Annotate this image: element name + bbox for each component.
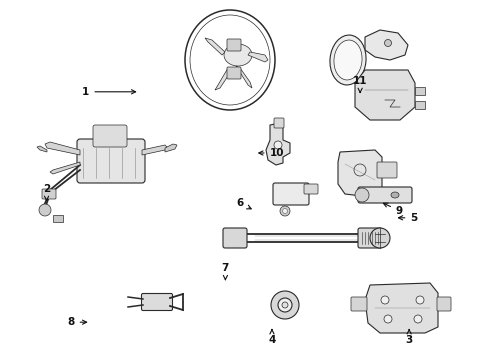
Text: 10: 10 (259, 148, 284, 158)
Circle shape (381, 296, 389, 304)
Circle shape (283, 208, 288, 213)
Ellipse shape (334, 40, 362, 80)
Circle shape (39, 204, 51, 216)
Text: 1: 1 (82, 87, 136, 97)
Text: 6: 6 (237, 198, 251, 209)
Circle shape (416, 296, 424, 304)
Text: 7: 7 (221, 263, 229, 280)
Polygon shape (205, 38, 225, 55)
FancyBboxPatch shape (274, 118, 284, 128)
Polygon shape (338, 150, 382, 197)
Polygon shape (142, 145, 167, 155)
FancyBboxPatch shape (42, 189, 56, 199)
Circle shape (370, 228, 390, 248)
FancyBboxPatch shape (93, 125, 127, 147)
Text: 9: 9 (383, 203, 403, 216)
Polygon shape (248, 52, 268, 62)
Circle shape (384, 315, 392, 323)
Polygon shape (355, 70, 415, 120)
Text: 5: 5 (398, 213, 417, 223)
Circle shape (278, 298, 292, 312)
Ellipse shape (224, 44, 252, 66)
Text: 2: 2 (43, 184, 50, 201)
FancyBboxPatch shape (358, 187, 412, 203)
FancyBboxPatch shape (273, 183, 309, 205)
Circle shape (271, 291, 299, 319)
Polygon shape (53, 215, 63, 222)
Polygon shape (415, 87, 425, 95)
Polygon shape (365, 30, 408, 60)
FancyBboxPatch shape (227, 67, 241, 79)
FancyBboxPatch shape (358, 228, 382, 248)
FancyBboxPatch shape (223, 228, 247, 248)
Polygon shape (165, 144, 177, 152)
FancyBboxPatch shape (227, 39, 241, 51)
Circle shape (280, 206, 290, 216)
Circle shape (385, 40, 392, 46)
Polygon shape (215, 68, 232, 90)
Circle shape (355, 188, 369, 202)
FancyBboxPatch shape (351, 297, 367, 311)
Polygon shape (266, 123, 290, 165)
Ellipse shape (330, 35, 366, 85)
FancyBboxPatch shape (77, 139, 145, 183)
Circle shape (282, 302, 288, 308)
Ellipse shape (391, 192, 399, 198)
Polygon shape (365, 283, 438, 333)
Polygon shape (415, 101, 425, 109)
FancyBboxPatch shape (437, 297, 451, 311)
Polygon shape (37, 146, 47, 152)
Text: 11: 11 (353, 76, 368, 93)
Circle shape (414, 315, 422, 323)
Circle shape (274, 141, 282, 149)
FancyBboxPatch shape (377, 162, 397, 178)
FancyBboxPatch shape (304, 184, 318, 194)
Polygon shape (236, 66, 252, 88)
Polygon shape (45, 142, 80, 155)
Text: 3: 3 (406, 329, 413, 345)
Polygon shape (50, 162, 80, 174)
Text: 8: 8 (68, 317, 87, 327)
FancyBboxPatch shape (142, 293, 172, 310)
Text: 4: 4 (268, 329, 276, 345)
